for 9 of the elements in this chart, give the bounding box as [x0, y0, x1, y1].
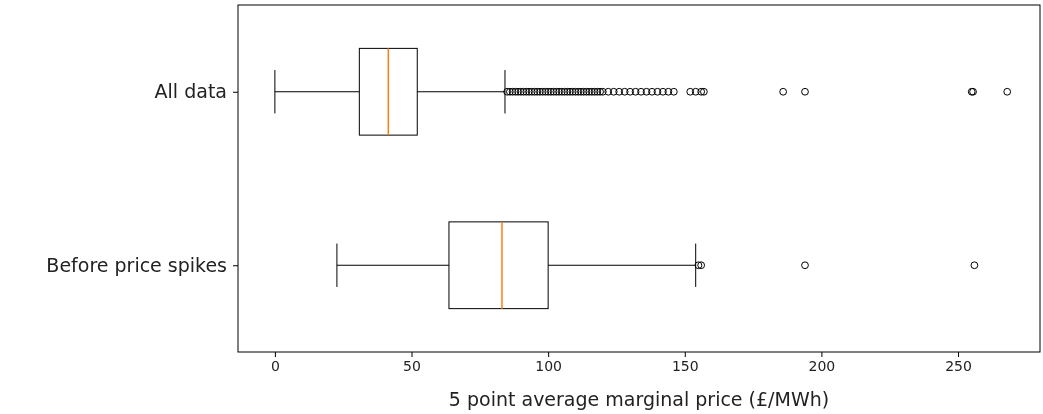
y-tick-label: Before price spikes	[46, 253, 227, 276]
x-tick-label: 100	[535, 357, 563, 374]
x-tick-label: 0	[270, 357, 280, 374]
x-tick-label: 200	[808, 357, 836, 374]
y-tick-label: All data	[154, 80, 227, 103]
x-axis-title: 5 point average marginal price (£/MWh)	[448, 388, 830, 410]
x-tick-label: 250	[945, 357, 972, 374]
x-tick-label: 150	[671, 357, 699, 374]
x-tick-label: 50	[403, 357, 421, 374]
